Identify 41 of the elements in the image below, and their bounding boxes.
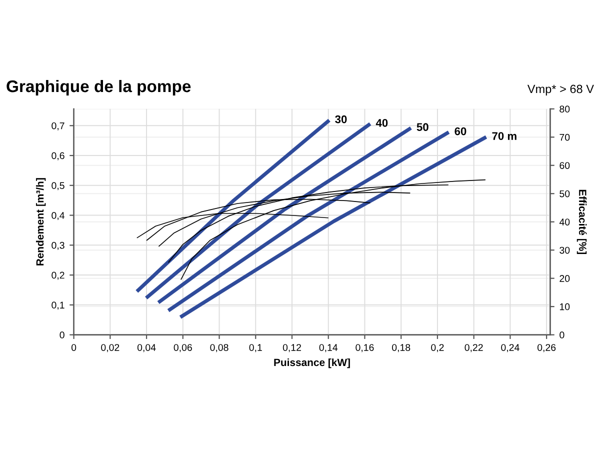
x-tick-label: 0,22 (464, 344, 483, 352)
y-tick-label: 0,2 (52, 272, 64, 280)
x-tick-label: 0 (71, 344, 76, 351)
y2-axis-title: Efficacité [%] (576, 190, 587, 254)
x-tick-label: 0,08 (210, 344, 228, 352)
y2-tick-label: 20 (560, 275, 570, 282)
y2-tick-label: 0 (560, 332, 564, 338)
y-tick-label: 0,6 (52, 152, 64, 160)
y2-tick-label: 40 (559, 218, 570, 226)
series-label: 30 (335, 115, 347, 124)
y2-tick-label: 80 (560, 106, 570, 113)
x-tick-label: 0,06 (174, 344, 192, 352)
series-label: 60 (454, 127, 466, 136)
series-label: 50 (416, 123, 428, 132)
x-axis-title: Puissance [kW] (274, 358, 350, 368)
x-tick-label: 0,16 (356, 344, 374, 352)
series-label: 70 m (492, 132, 516, 140)
x-tick-label: 0,04 (137, 344, 156, 352)
chart-title: Graphique de la pompe (6, 80, 191, 96)
x-tick-label: 0,2 (431, 344, 444, 352)
y2-tick-label: 10 (560, 303, 570, 310)
x-tick-label: 0,14 (319, 344, 338, 352)
y2-tick-label: 60 (560, 162, 570, 169)
x-tick-label: 0,1 (249, 344, 262, 352)
x-tick-label: 0,12 (282, 344, 301, 352)
y2-tick-label: 50 (560, 190, 570, 198)
x-tick-label: 0,02 (101, 344, 120, 352)
y2-tick-label: 70 (560, 134, 570, 141)
x-tick-label: 0,26 (537, 344, 556, 352)
y-tick-label: 0,3 (52, 242, 64, 250)
x-tick-label: 0,18 (392, 344, 410, 352)
y-tick-label: 0,1 (52, 302, 64, 310)
y-tick-label: 0,4 (52, 212, 64, 220)
y2-tick-label: 30 (560, 246, 570, 254)
chart-subtitle: Vmp* > 68 V (527, 84, 594, 96)
y-tick-label: 0,7 (52, 122, 64, 130)
y-axis-title: Rendement [m³/h] (36, 178, 46, 266)
y-tick-label: 0 (60, 332, 64, 338)
y-tick-label: 0,5 (52, 182, 64, 190)
series-label: 40 (376, 118, 388, 127)
x-tick-label: 0,24 (501, 344, 520, 352)
